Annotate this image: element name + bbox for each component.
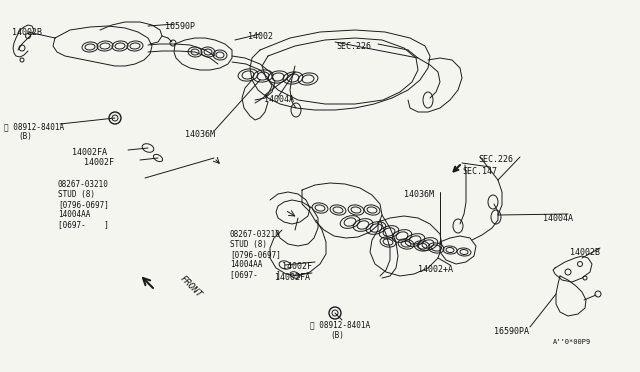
Text: 08267-03210: 08267-03210 [58,180,109,189]
Text: Ⓝ 08912-8401A: Ⓝ 08912-8401A [310,320,370,329]
Text: 16590PA: 16590PA [494,327,529,336]
Text: 14002: 14002 [248,32,273,41]
Text: STUD (8): STUD (8) [230,240,267,249]
Text: Ⓝ 08912-8401A: Ⓝ 08912-8401A [4,122,64,131]
Text: A’’0*00P9: A’’0*00P9 [553,339,591,345]
Text: 14036M: 14036M [185,130,215,139]
Text: [0796-0697]: [0796-0697] [230,250,281,259]
Text: 08267-03210: 08267-03210 [230,230,281,239]
Text: SEC.226: SEC.226 [478,155,513,164]
Text: 14004AA: 14004AA [58,210,90,219]
Text: (B): (B) [18,132,32,141]
Text: STUD (8): STUD (8) [58,190,95,199]
Text: 14036M: 14036M [404,190,434,199]
Text: (B): (B) [330,331,344,340]
Text: SEC.226: SEC.226 [336,42,371,51]
Text: SEC.147: SEC.147 [462,167,497,176]
Text: 14004AA: 14004AA [230,260,262,269]
Text: 16590P: 16590P [165,22,195,31]
Text: 14002FA: 14002FA [72,148,107,157]
Text: 14002FA: 14002FA [275,273,310,282]
Text: 14004A: 14004A [543,214,573,223]
Text: [0697-    ]: [0697- ] [230,270,281,279]
Text: 14002F: 14002F [84,158,114,167]
Text: 14002B: 14002B [12,28,42,37]
Text: 14002B: 14002B [570,248,600,257]
Text: 14002F: 14002F [282,262,312,271]
Text: 14002+A: 14002+A [418,265,453,274]
Text: 14004A: 14004A [264,95,294,104]
Text: [0796-0697]: [0796-0697] [58,200,109,209]
Text: [0697-    ]: [0697- ] [58,220,109,229]
Text: FRONT: FRONT [178,274,204,300]
